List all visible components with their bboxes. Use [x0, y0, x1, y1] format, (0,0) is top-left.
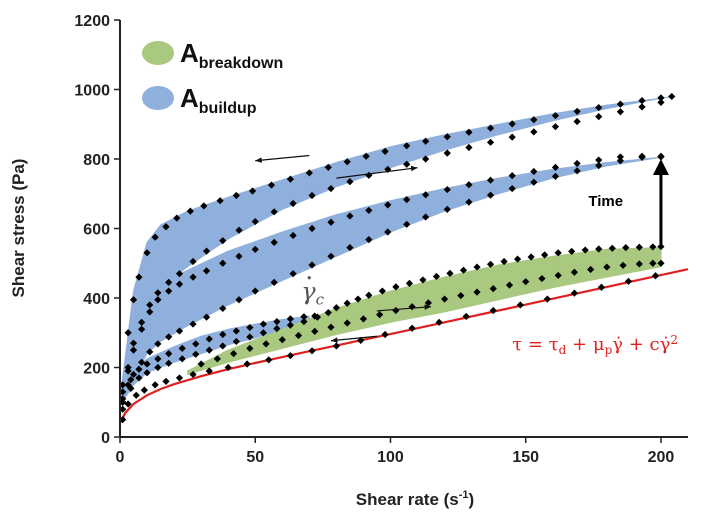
legend-label: Abuildup: [180, 83, 257, 117]
y-tick-label: 0: [101, 430, 110, 447]
data-point: [333, 342, 340, 349]
data-point: [652, 272, 659, 279]
fit-equation: τ = τd + μpγ̇ + cγ̇2: [512, 333, 678, 357]
data-point: [176, 374, 183, 381]
data-point: [530, 128, 537, 135]
data-point: [552, 123, 559, 130]
y-tick-label: 400: [83, 291, 110, 308]
x-axis-title-sup: -1: [459, 489, 469, 501]
data-point: [381, 331, 388, 338]
data-point: [487, 139, 494, 146]
direction-arrow-head: [411, 166, 418, 171]
data-point: [141, 386, 148, 393]
legend-swatch: [142, 41, 174, 65]
y-tick-label: 1200: [74, 13, 110, 30]
legend: Abreakdown Abuildup: [142, 38, 283, 117]
legend-label: Abreakdown: [180, 38, 283, 72]
y-tick-label: 600: [83, 222, 110, 239]
x-tick-label: 0: [116, 449, 125, 466]
data-point: [308, 347, 315, 354]
critical-rate-dot: [308, 276, 311, 279]
data-point: [638, 97, 645, 104]
x-tick-label: 50: [246, 449, 264, 466]
legend-swatch: [142, 86, 174, 110]
direction-arrow: [255, 156, 309, 161]
data-point: [657, 99, 664, 106]
data-point: [465, 144, 472, 151]
x-tick-label: 100: [377, 449, 404, 466]
data-point: [162, 378, 169, 385]
x-axis-title: Shear rate (s-1): [356, 489, 474, 509]
x-tick-label: 200: [648, 449, 675, 466]
data-point: [574, 118, 581, 125]
x-axis-title-end: ): [469, 490, 475, 509]
data-point: [152, 381, 159, 388]
data-point: [287, 352, 294, 359]
y-tick-label: 1000: [74, 83, 110, 100]
data-point: [668, 93, 675, 100]
y-tick-label: 800: [83, 152, 110, 169]
data-point: [657, 153, 664, 160]
y-tick-label: 200: [83, 361, 110, 378]
data-point: [595, 113, 602, 120]
time-arrow-head: [653, 159, 669, 175]
y-axis-title: Shear stress (Pa): [9, 159, 28, 298]
data-point: [638, 103, 645, 110]
time-label: Time: [588, 193, 623, 210]
data-point: [617, 108, 624, 115]
critical-rate-label: γc: [301, 278, 324, 309]
data-point: [509, 134, 516, 141]
x-tick-label: 150: [512, 449, 539, 466]
data-point: [517, 301, 524, 308]
data-point: [265, 356, 272, 363]
data-point: [133, 392, 140, 399]
